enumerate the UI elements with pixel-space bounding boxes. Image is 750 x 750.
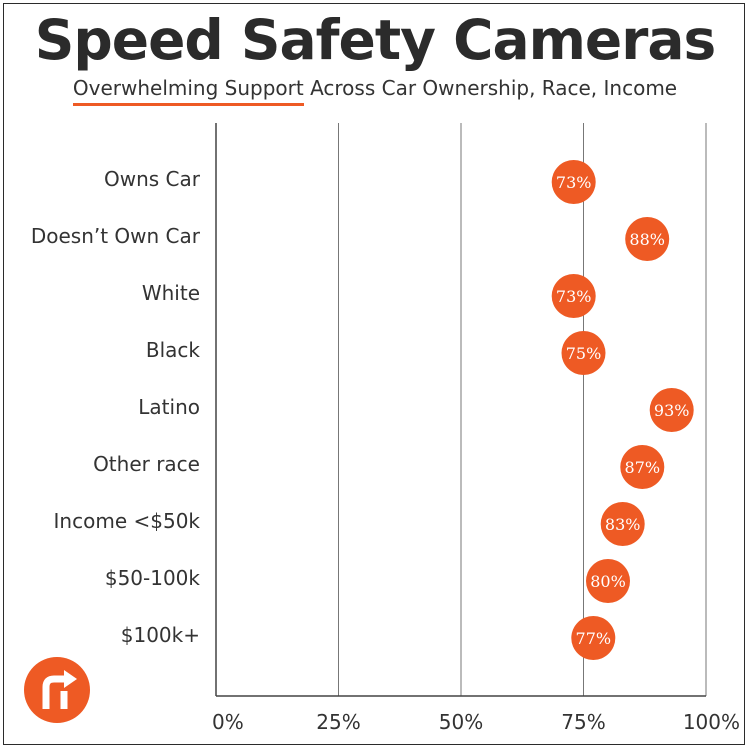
subtitle-highlight: Overwhelming Support: [72, 76, 304, 106]
x-tick-label: 25%: [316, 710, 360, 734]
data-point: [586, 559, 630, 603]
data-label: 77%: [576, 629, 612, 648]
category-label: Income <$50k: [54, 509, 201, 533]
data-label: 75%: [566, 344, 602, 363]
category-label: Latino: [138, 395, 200, 419]
x-tick-label: 0%: [212, 710, 244, 734]
x-tick-label: 50%: [439, 710, 483, 734]
category-label: Black: [146, 338, 201, 362]
category-label: Other race: [93, 452, 200, 476]
data-label: 73%: [556, 173, 592, 192]
data-label: 73%: [556, 287, 592, 306]
data-label: 83%: [605, 515, 641, 534]
chart-subtitle: Overwhelming Support Across Car Ownershi…: [0, 76, 750, 106]
category-label: Owns Car: [104, 167, 201, 191]
data-label: 87%: [625, 458, 661, 477]
subtitle-rest: Across Car Ownership, Race, Income: [303, 76, 678, 100]
data-point: [571, 616, 616, 660]
data-label: 93%: [654, 401, 690, 420]
data-point: [625, 217, 670, 261]
category-label: $50-100k: [105, 566, 201, 590]
x-tick-label: 75%: [561, 710, 605, 734]
data-point: [600, 502, 645, 546]
chart-frame: [3, 3, 745, 745]
category-label: White: [142, 281, 200, 305]
turn-arrow-logo-icon: [24, 657, 90, 723]
data-label: 80%: [590, 572, 626, 591]
data-point: [551, 160, 596, 204]
data-point: [620, 445, 665, 489]
data-point: [551, 274, 596, 318]
data-label: 88%: [629, 230, 665, 249]
data-point: [561, 331, 606, 375]
x-tick-label: 100%: [683, 710, 740, 734]
data-point: [649, 388, 694, 432]
category-label: $100k+: [121, 623, 200, 647]
chart-title: Speed Safety Cameras: [34, 8, 716, 72]
category-label: Doesn’t Own Car: [31, 224, 201, 248]
